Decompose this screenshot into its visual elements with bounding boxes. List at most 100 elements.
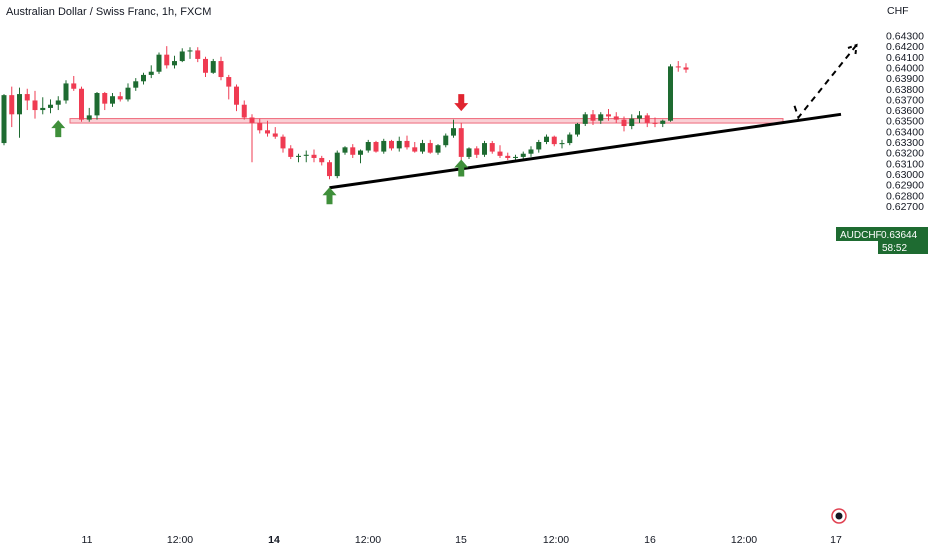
candle-body xyxy=(110,96,115,104)
candle-body xyxy=(536,142,542,150)
candle-body xyxy=(334,152,340,177)
candle xyxy=(257,118,263,134)
candle-body xyxy=(660,120,666,124)
candle-body xyxy=(86,115,92,120)
price-axis[interactable]: CHF 0.643000.642000.641000.640000.639000… xyxy=(886,5,924,213)
candle xyxy=(179,48,185,63)
candle xyxy=(102,91,108,111)
time-tick-label: 16 xyxy=(644,534,656,546)
candle-body xyxy=(598,114,604,121)
candle xyxy=(675,61,681,72)
candle-body xyxy=(234,86,239,105)
candle-body xyxy=(559,143,565,145)
trendline xyxy=(329,112,842,190)
price-tick-label: 0.63400 xyxy=(886,126,924,138)
candle xyxy=(396,136,402,152)
price-axis-currency: CHF xyxy=(887,5,909,17)
candle-body xyxy=(172,61,177,66)
time-tick-label: 17 xyxy=(830,534,842,546)
time-tick-label: 14 xyxy=(268,534,280,546)
candle xyxy=(1,94,7,146)
candle xyxy=(412,142,418,153)
candle-body xyxy=(358,150,363,155)
candle xyxy=(559,139,565,149)
candle xyxy=(280,134,286,153)
candle xyxy=(249,114,255,163)
candle-body xyxy=(296,155,301,157)
candle xyxy=(598,112,604,124)
candle-body xyxy=(210,61,216,73)
candle-body xyxy=(575,123,580,135)
projection-arrowhead xyxy=(847,43,858,55)
price-tick-label: 0.62700 xyxy=(886,201,924,213)
candle-body xyxy=(466,148,472,157)
candle-body xyxy=(272,133,278,137)
candle xyxy=(435,144,441,155)
price-tick-label: 0.64300 xyxy=(886,31,924,43)
candle xyxy=(110,93,115,107)
price-tick-label: 0.63700 xyxy=(886,94,924,106)
candle xyxy=(141,72,146,85)
candle xyxy=(241,100,247,120)
candle xyxy=(334,150,340,179)
candle xyxy=(536,139,542,153)
candle xyxy=(63,80,69,104)
candle xyxy=(544,134,549,145)
candle xyxy=(288,145,294,160)
candle-body xyxy=(1,95,7,144)
candle xyxy=(668,64,673,122)
tradingview-logo-icon[interactable] xyxy=(831,508,847,524)
candle-body xyxy=(218,61,224,78)
candle xyxy=(660,119,666,128)
candle-body xyxy=(404,140,410,148)
candle-body xyxy=(327,162,332,177)
candle-body xyxy=(427,143,433,153)
candle-body xyxy=(148,71,154,75)
candle xyxy=(40,97,46,115)
candle-body xyxy=(133,81,139,88)
candle-body xyxy=(381,140,387,152)
candle-body xyxy=(675,66,681,68)
candle-body xyxy=(420,143,425,152)
price-tick-label: 0.63500 xyxy=(886,116,924,128)
candle-body xyxy=(48,104,53,108)
candle xyxy=(71,75,77,91)
candle-body xyxy=(528,149,534,154)
candle xyxy=(606,108,611,121)
time-axis[interactable]: 11 12:00 14 12:00 15 12:00 16 12:00 17 xyxy=(82,534,842,546)
price-tick-label: 0.64000 xyxy=(886,62,924,74)
candle xyxy=(683,63,689,73)
candle xyxy=(296,153,301,163)
candle xyxy=(17,87,22,138)
candle xyxy=(195,47,201,63)
candle-body xyxy=(32,100,38,111)
candle-body xyxy=(164,54,170,66)
candle-body xyxy=(621,119,627,127)
candle-body xyxy=(203,58,208,73)
price-tick-label: 0.62900 xyxy=(886,180,924,192)
candle-body xyxy=(94,93,100,116)
candle-body xyxy=(17,94,22,115)
candle-body xyxy=(582,114,588,124)
candle-body xyxy=(443,135,449,146)
time-tick-label: 11 xyxy=(82,534,93,546)
time-tick-label: 12:00 xyxy=(167,534,193,546)
candle-body xyxy=(241,104,247,118)
candle xyxy=(117,91,123,102)
up-arrow-marker xyxy=(51,120,66,138)
candle-body xyxy=(311,154,317,158)
candle xyxy=(466,147,472,160)
candle xyxy=(234,84,239,112)
price-tick-label: 0.62800 xyxy=(886,190,924,202)
candle xyxy=(172,55,177,69)
support-zone-layer xyxy=(69,118,784,124)
candle xyxy=(187,47,193,59)
candle xyxy=(32,90,38,119)
candle xyxy=(528,146,534,157)
price-tick-label: 0.63100 xyxy=(886,158,924,170)
candle xyxy=(148,65,154,79)
candle xyxy=(265,120,270,137)
candle-body xyxy=(187,50,193,52)
candle-body xyxy=(102,93,108,104)
